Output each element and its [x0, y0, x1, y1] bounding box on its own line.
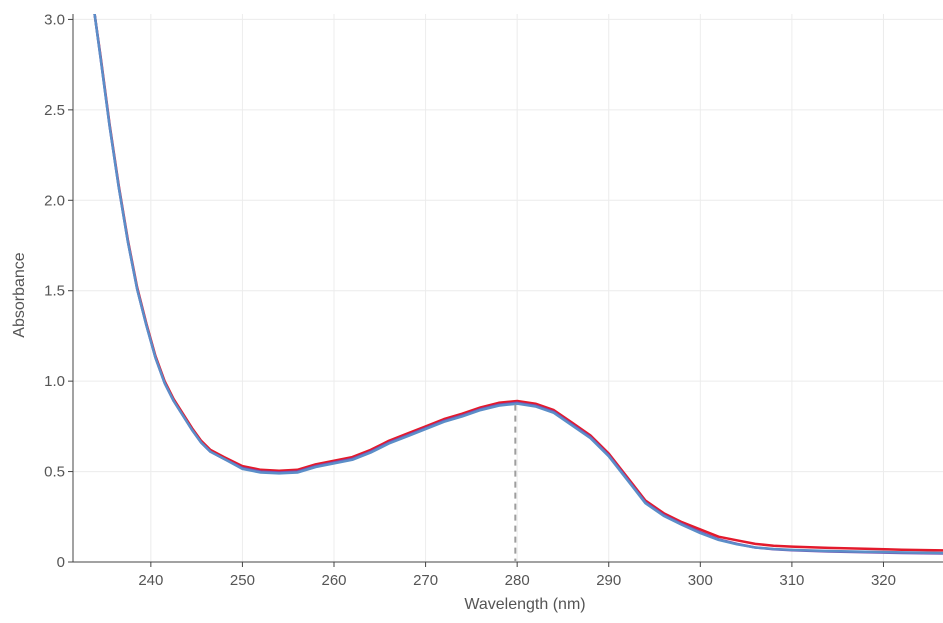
x-tick-label-300: 300	[688, 572, 713, 589]
y-tick-label-1.5: 1.5	[44, 283, 65, 300]
x-tick-label-290: 290	[596, 572, 621, 589]
y-tick-label-0.5: 0.5	[44, 464, 65, 481]
x-tick-label-270: 270	[413, 572, 438, 589]
x-tick-label-260: 260	[321, 572, 346, 589]
x-tick-label-310: 310	[779, 572, 804, 589]
series-line-3	[93, 14, 943, 555]
x-tick-label-250: 250	[230, 572, 255, 589]
y-tick-label-2.5: 2.5	[44, 102, 65, 119]
series-line-1	[93, 14, 943, 552]
y-axis-title: Absorbance	[11, 252, 28, 337]
x-tick-label-280: 280	[505, 572, 530, 589]
y-tick-label-0: 0	[57, 554, 65, 571]
x-tick-label-320: 320	[871, 572, 896, 589]
y-tick-label-2.0: 2.0	[44, 192, 65, 209]
x-axis-title: Wavelength (nm)	[464, 596, 585, 613]
axis-layer	[68, 14, 943, 567]
y-tick-label-1.0: 1.0	[44, 373, 65, 390]
x-tick-label-240: 240	[138, 572, 163, 589]
label-layer: 240 250 260 270 280 290 300 310 320 0 0.5 1.0 1.5 2.0…	[44, 11, 896, 589]
grid-layer	[73, 14, 943, 562]
series-layer	[93, 14, 943, 555]
y-tick-label-3.0: 3.0	[44, 11, 65, 28]
